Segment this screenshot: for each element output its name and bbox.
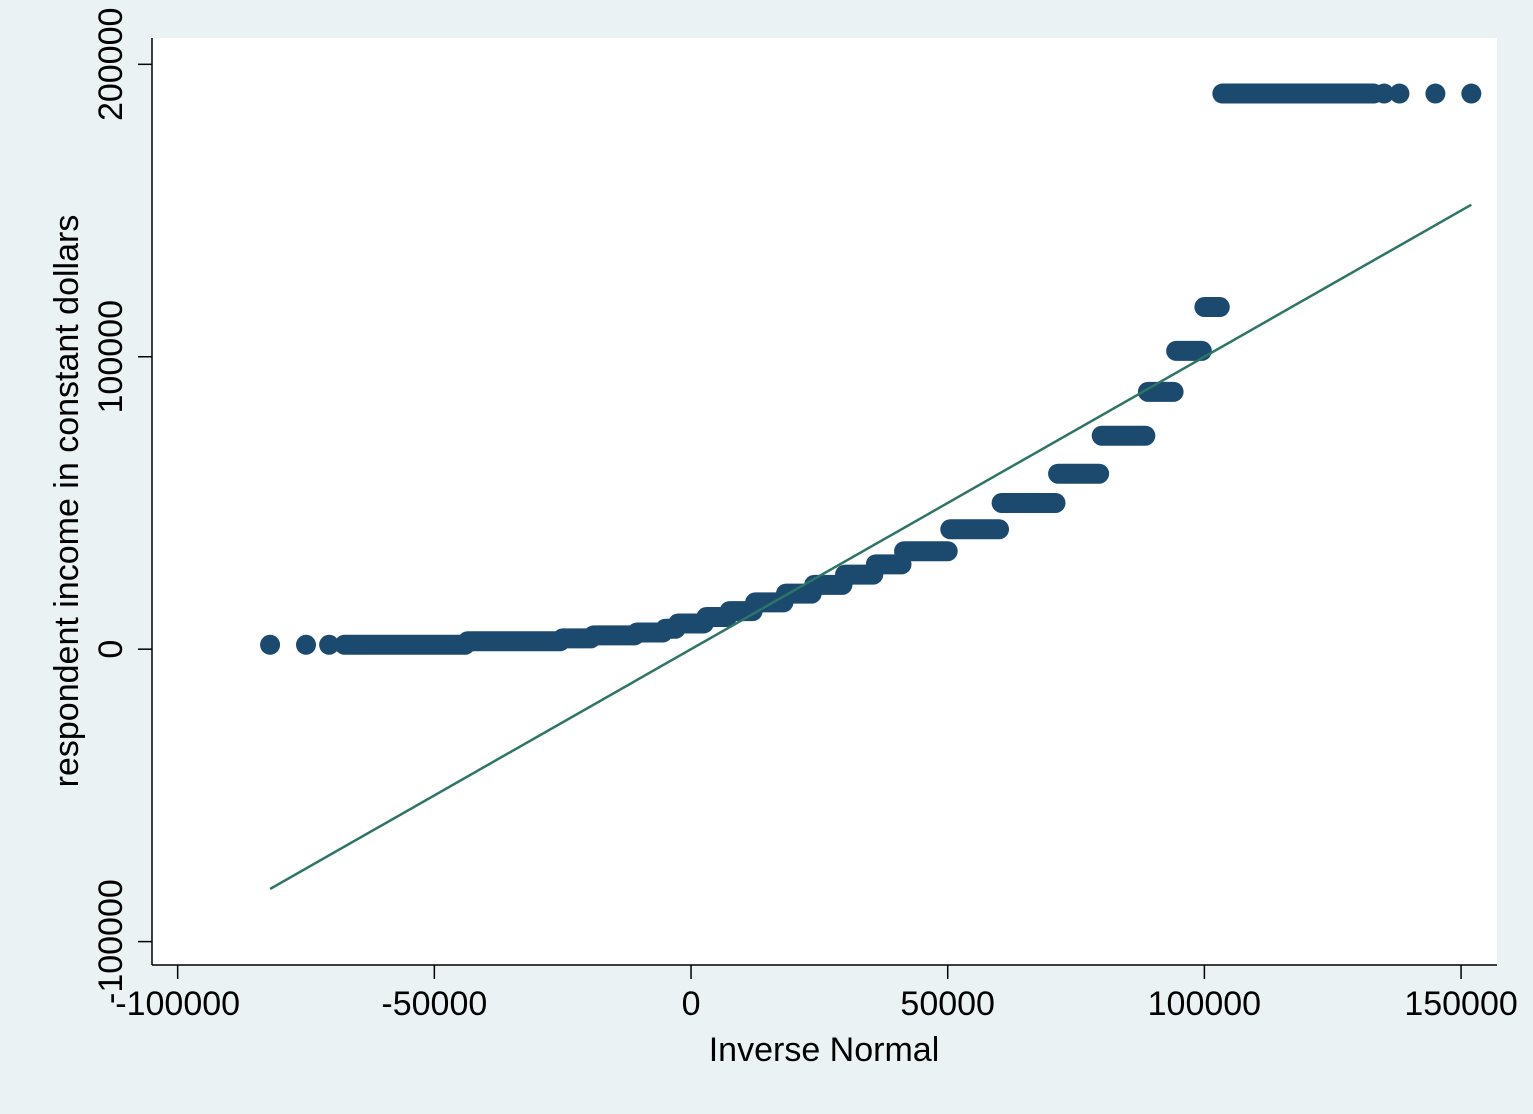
y-axis-title: respondent income in constant dollars — [48, 215, 86, 788]
data-point — [1389, 83, 1410, 104]
plot-area — [152, 38, 1497, 965]
x-tick-label: 100000 — [1148, 985, 1261, 1023]
y-tick-label: 200000 — [92, 8, 130, 121]
y-tick-label: -100000 — [92, 879, 130, 1004]
data-point — [1374, 83, 1395, 104]
x-tick-label: 150000 — [1404, 985, 1517, 1023]
x-tick-label: 50000 — [900, 985, 995, 1023]
data-point — [1461, 83, 1482, 104]
x-axis-title: Inverse Normal — [709, 1031, 940, 1069]
data-point — [1425, 83, 1446, 104]
data-markers — [260, 83, 1482, 655]
data-point — [260, 634, 281, 655]
reference-line — [269, 203, 1472, 891]
y-tick-label: 0 — [92, 640, 130, 659]
x-tick-label: 0 — [682, 985, 701, 1023]
x-tick-label: -50000 — [381, 985, 487, 1023]
y-tick-label: 100000 — [92, 300, 130, 413]
x-axis-ticks: -100000 -50000 0 50000 100000 150000 — [115, 965, 1518, 1023]
data-point — [296, 634, 317, 655]
x-tick-label: -100000 — [115, 985, 240, 1023]
data-point — [319, 634, 340, 655]
y-axis-ticks: -100000 0 100000 200000 — [92, 8, 152, 1004]
